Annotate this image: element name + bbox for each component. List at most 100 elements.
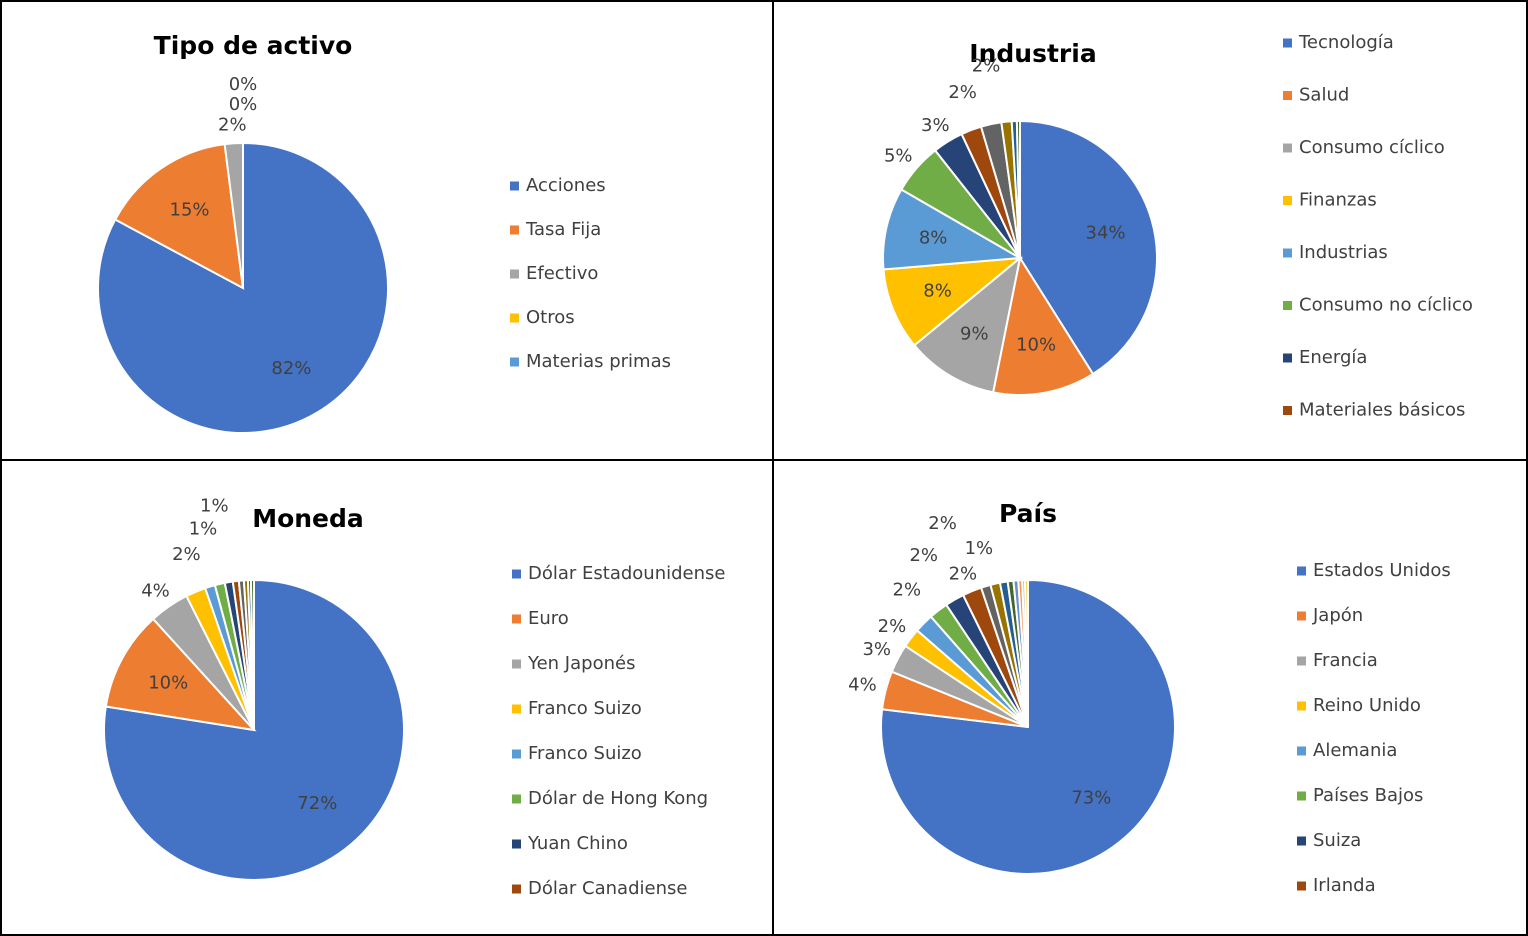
legend-label: Consumo cíclico: [1299, 137, 1445, 158]
legend-swatch: [1297, 746, 1306, 756]
legend-label: Suiza: [1313, 830, 1361, 851]
pie-slice: [882, 256, 1024, 347]
data-label: 15%: [170, 199, 210, 220]
legend-swatch: [510, 313, 519, 323]
legend-swatch: [1297, 791, 1306, 801]
data-label: 5%: [884, 146, 913, 167]
pie-slice: [882, 188, 1024, 271]
legend-label: Euro: [528, 608, 569, 629]
legend-label: Tasa Fija: [525, 219, 601, 240]
data-label: 8%: [919, 228, 948, 249]
data-label: 2%: [928, 513, 957, 534]
legend-swatch: [1283, 353, 1292, 363]
legend-label: Franco Suizo: [528, 698, 642, 719]
legend-label: Tecnología: [1298, 32, 1394, 53]
legend-label: Yuan Chino: [527, 833, 628, 854]
data-label: 0%: [229, 74, 258, 95]
pie-slice: [249, 578, 255, 731]
legend-label: Alemania: [1313, 740, 1397, 761]
legend-swatch: [510, 225, 519, 235]
legend-swatch: [1297, 836, 1306, 846]
legend-label: Japón: [1312, 605, 1363, 626]
chart-title: País: [999, 499, 1057, 528]
data-label: 4%: [848, 675, 877, 696]
legend-swatch: [512, 704, 521, 714]
legend-label: Materias primas: [526, 351, 671, 372]
data-label: 1%: [200, 495, 229, 516]
pie-slice: [912, 255, 1022, 394]
pie-slice: [113, 143, 245, 290]
data-label: 2%: [878, 616, 907, 637]
legend-swatch: [1297, 881, 1306, 891]
legend-label: Franco Suizo: [528, 743, 642, 764]
legend-swatch: [512, 749, 521, 759]
data-label: 9%: [960, 323, 989, 344]
legend-swatch: [1283, 38, 1292, 48]
legend-label: Dólar de Hong Kong: [528, 788, 708, 809]
legend-swatch: [1297, 701, 1306, 711]
legend-swatch: [510, 357, 519, 367]
data-label: 82%: [271, 358, 311, 379]
legend-swatch: [512, 659, 521, 669]
pie-slice: [1024, 578, 1029, 728]
legend-swatch: [510, 181, 519, 191]
chart-title: Tipo de activo: [154, 31, 353, 60]
data-label: 34%: [1086, 222, 1126, 243]
legend-swatch: [1283, 301, 1292, 310]
data-label: 8%: [923, 281, 952, 302]
legend-label: Industrias: [1299, 242, 1388, 263]
legend-swatch: [512, 614, 521, 624]
chart-title: Moneda: [252, 504, 364, 533]
legend-label: Otros: [526, 307, 575, 328]
legend-swatch: [512, 794, 521, 804]
legend-swatch: [1297, 611, 1306, 621]
legend-label: Dólar Estadounidense: [528, 563, 725, 584]
legend-label: Efectivo: [526, 263, 598, 284]
legend-label: Salud: [1299, 85, 1349, 106]
legend-swatch: [1297, 656, 1306, 666]
pie-slice: [991, 255, 1095, 396]
legend-label: Acciones: [526, 175, 606, 196]
legend-label: Materiales básicos: [1299, 400, 1465, 421]
data-label: 2%: [218, 114, 247, 135]
legend-label: Yen Japonés: [527, 653, 635, 674]
data-label: 3%: [862, 639, 891, 660]
data-label: 0%: [229, 94, 258, 115]
legend-swatch: [1297, 566, 1306, 576]
data-label: 10%: [1016, 335, 1056, 356]
legend-swatch: [512, 569, 521, 579]
data-label: 2%: [948, 82, 977, 103]
legend-swatch: [510, 269, 519, 279]
legend-swatch: [1283, 196, 1292, 205]
pie-slice: [1015, 119, 1021, 259]
legend-swatch: [1283, 406, 1292, 415]
data-label: 72%: [297, 793, 337, 814]
legend-swatch: [1283, 91, 1292, 100]
legend-label: Países Bajos: [1313, 785, 1423, 806]
data-label: 4%: [141, 581, 170, 602]
legend-label: Francia: [1313, 650, 1378, 671]
chart-title: Industria: [969, 39, 1096, 68]
data-label: 3%: [921, 115, 950, 136]
legend-swatch: [1283, 143, 1292, 153]
data-label: 1%: [965, 538, 994, 559]
data-label: 73%: [1071, 788, 1111, 809]
data-label: 2%: [893, 580, 922, 601]
data-label: 1%: [189, 518, 218, 539]
legend-label: Estados Unidos: [1313, 560, 1451, 581]
legend-label: Consumo no cíclico: [1299, 295, 1473, 316]
legend-label: Energía: [1299, 347, 1367, 368]
data-label: 10%: [148, 673, 188, 694]
legend-label: Finanzas: [1299, 190, 1377, 211]
legend-swatch: [512, 839, 521, 849]
legend-swatch: [1283, 248, 1292, 258]
legend-label: Reino Unido: [1313, 695, 1421, 716]
legend-swatch: [512, 884, 521, 894]
data-label: 2%: [949, 563, 978, 584]
legend-label: Dólar Canadiense: [528, 878, 687, 899]
data-label: 2%: [972, 55, 1001, 76]
data-label: 2%: [172, 544, 201, 565]
pie-slice: [104, 617, 257, 732]
